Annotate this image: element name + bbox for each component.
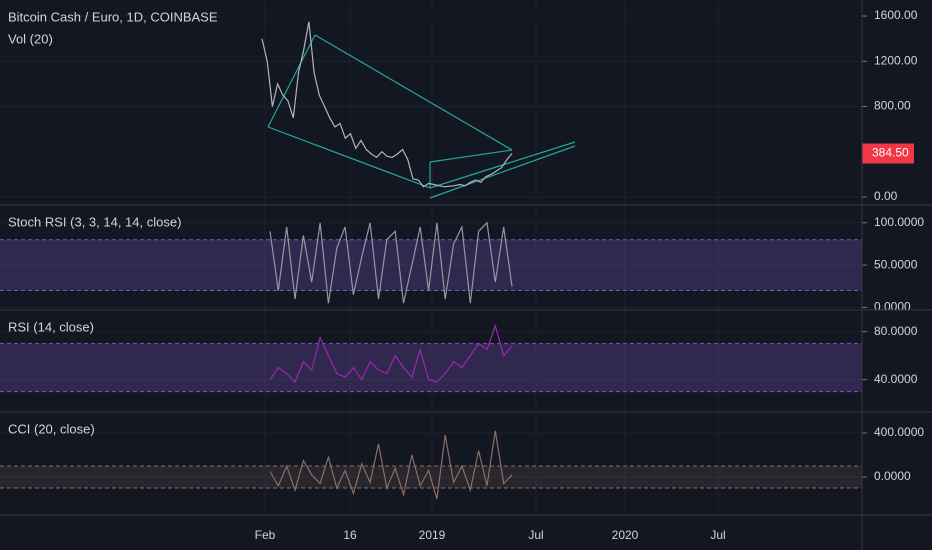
band-fill — [0, 239, 862, 291]
y-tick-label: 0.0000 — [874, 300, 911, 314]
trend-line — [267, 34, 316, 128]
x-tick-label: 2019 — [419, 528, 446, 542]
y-tick-label: 100.0000 — [874, 215, 924, 229]
series-line — [269, 221, 513, 304]
pane-subtitle: Vol (20) — [8, 31, 53, 46]
x-tick-label: 2020 — [612, 528, 639, 542]
y-tick-label: 80.0000 — [874, 324, 918, 338]
band-fill — [0, 343, 862, 392]
y-tick-label: 0.00 — [874, 189, 898, 203]
y-tick-label: 40.0000 — [874, 372, 918, 386]
pane-title: RSI (14, close) — [8, 319, 94, 334]
y-tick-label: 800.00 — [874, 99, 911, 113]
x-tick-label: 16 — [343, 528, 357, 542]
pane-title: Stoch RSI (3, 3, 14, 14, close) — [8, 214, 181, 229]
trend-line — [314, 34, 513, 151]
last-price-box — [862, 143, 914, 164]
trend-line — [429, 141, 576, 189]
y-tick-label: 0.0000 — [874, 469, 911, 483]
series-line — [269, 323, 513, 384]
y-tick-label: 400.0000 — [874, 425, 924, 439]
trend-line — [267, 126, 431, 189]
x-tick-label: Feb — [255, 528, 276, 542]
trend-line — [429, 145, 576, 199]
x-tick-label: Jul — [528, 528, 543, 542]
y-tick-label: 1200.00 — [874, 53, 918, 67]
pane-title: CCI (20, close) — [8, 421, 95, 436]
pane-title: Bitcoin Cash / Euro, 1D, COINBASE — [8, 9, 218, 24]
x-tick-label: Jul — [710, 528, 725, 542]
series-line — [261, 21, 513, 188]
y-tick-label: 1600.00 — [874, 8, 918, 22]
y-tick-label: 50.0000 — [874, 257, 918, 271]
last-price-label: 384.50 — [872, 146, 909, 160]
trend-line — [429, 149, 513, 163]
series-line — [269, 430, 513, 500]
